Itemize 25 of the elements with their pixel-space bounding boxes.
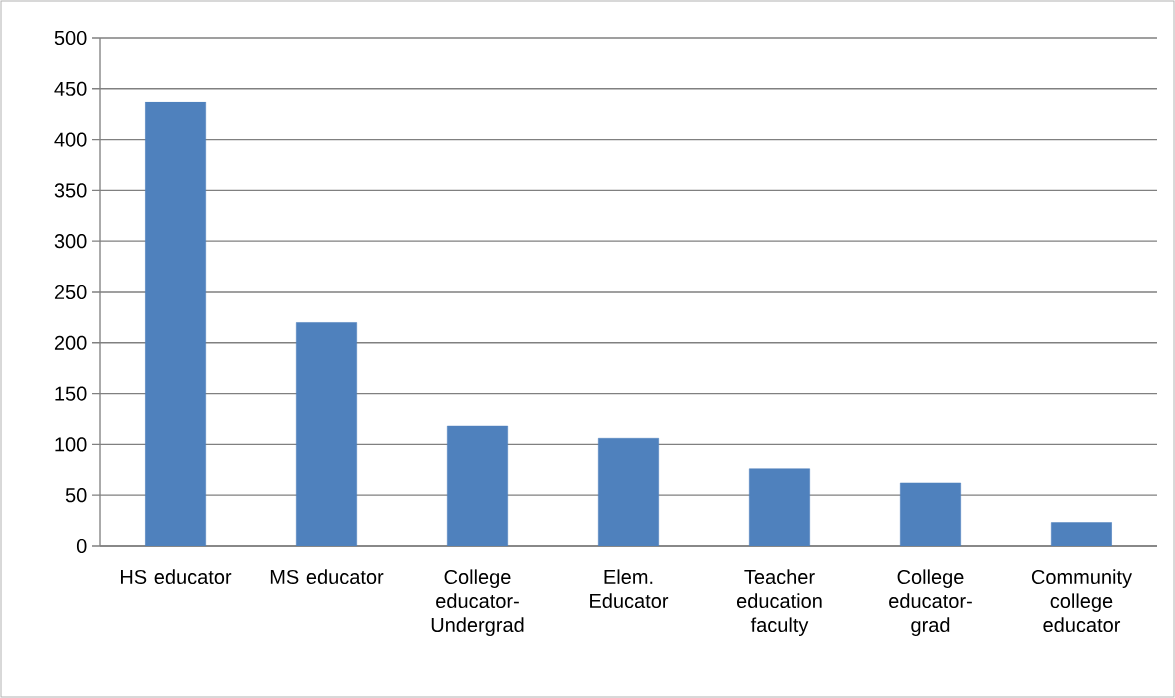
bar	[749, 468, 810, 546]
y-tick-label: 0	[76, 538, 87, 554]
y-tick-label: 300	[54, 234, 87, 249]
bar	[598, 438, 659, 546]
y-tick-label: 450	[54, 81, 87, 96]
bar	[447, 425, 508, 546]
y-tick-label: 100	[55, 437, 87, 452]
bar	[900, 482, 961, 546]
y-tick-label: 200	[54, 335, 87, 350]
x-tick-label: Community college educator	[1031, 569, 1132, 633]
y-tick-label: 400	[54, 132, 87, 147]
y-tick-label: 350	[54, 183, 87, 198]
bar	[145, 101, 206, 546]
y-tick-label: 50	[65, 488, 87, 503]
x-tick-label: College educator-grad	[889, 569, 972, 636]
y-tick-label: 150	[55, 386, 87, 401]
y-tick-label: 250	[54, 284, 87, 300]
x-tick-label: Elem. Educator	[590, 569, 669, 609]
y-tick-label: 500	[54, 30, 87, 46]
x-tick-label: Teacher education faculty	[736, 569, 822, 636]
bar	[296, 322, 357, 546]
x-tick-label: HS educator	[121, 569, 232, 585]
x-tick-label: College educator-Undergrad	[431, 569, 524, 636]
bar	[1051, 522, 1112, 546]
x-tick-label: MS educator	[270, 569, 384, 585]
